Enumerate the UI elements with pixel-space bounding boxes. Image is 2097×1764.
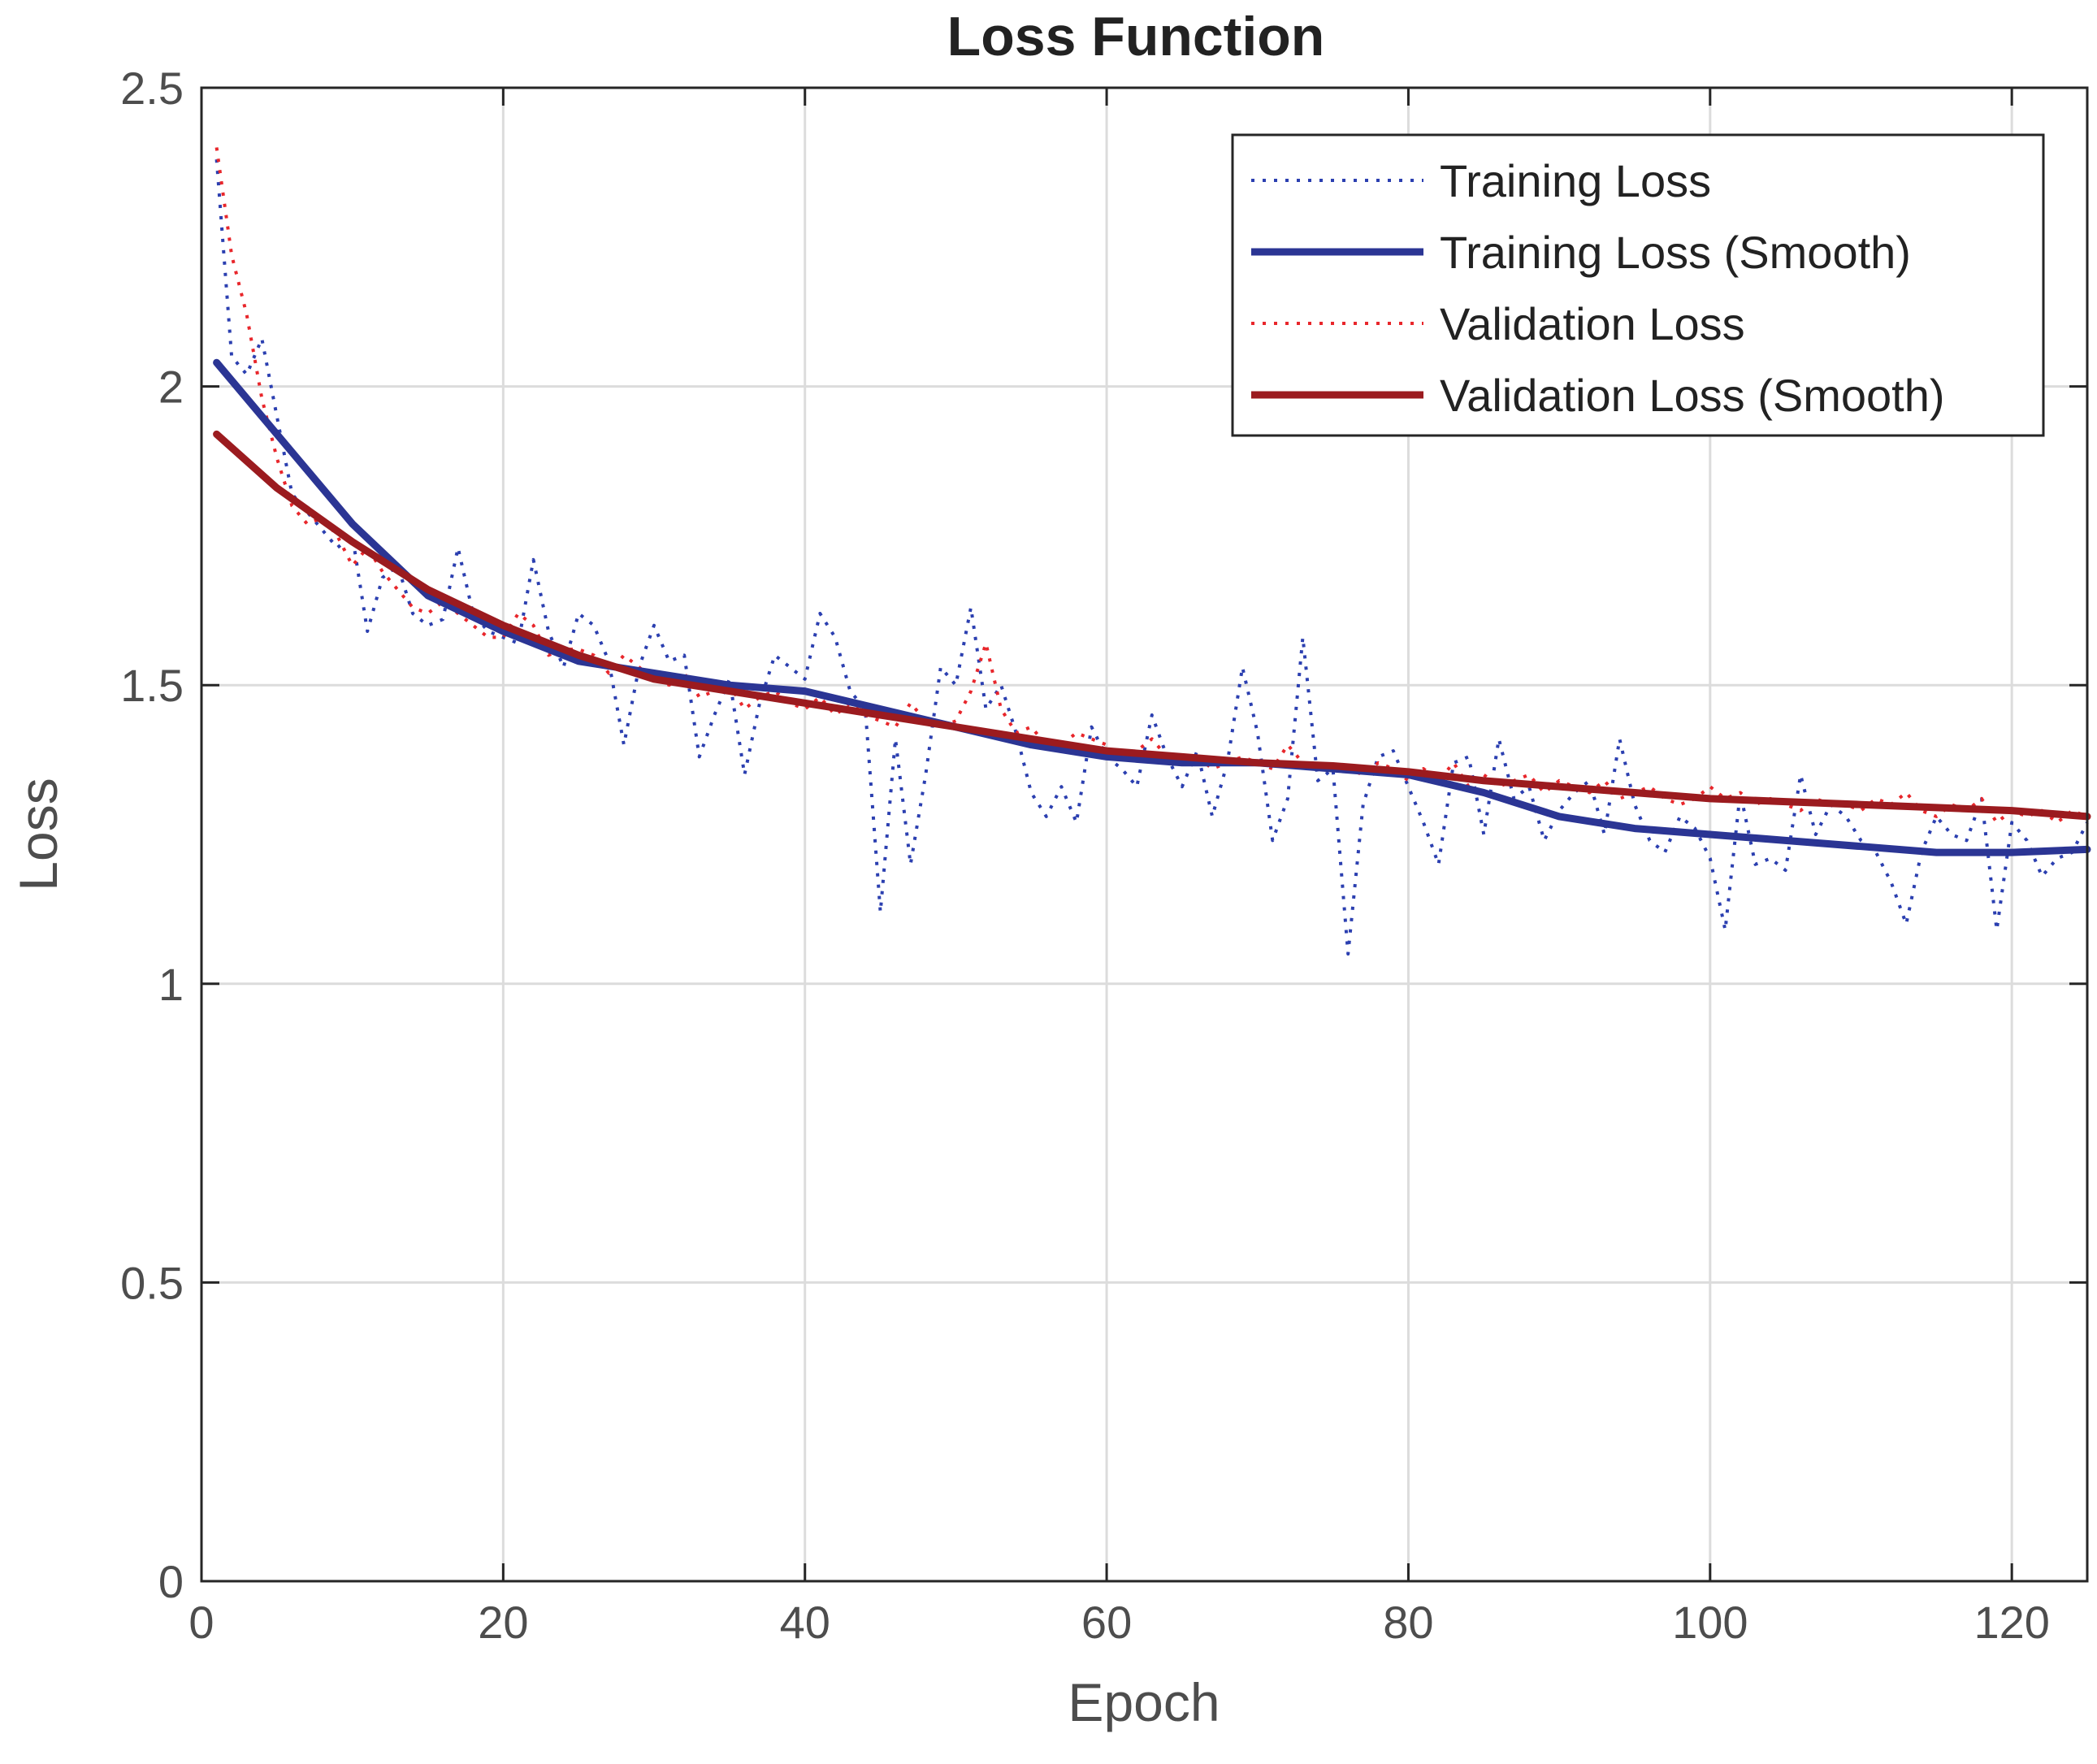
axis-labels: Epoch Loss — [8, 778, 1220, 1732]
x-tick-label: 120 — [1974, 1597, 2049, 1648]
validation-loss-smooth-line — [213, 430, 2091, 821]
x-tick-label: 100 — [1672, 1597, 1748, 1648]
validation-loss-line — [214, 147, 2088, 825]
legend: Training Loss Training Loss (Smooth) Val… — [1231, 133, 2045, 437]
y-tick-label: 2 — [158, 362, 184, 413]
training-loss-smooth-line — [213, 358, 2091, 856]
training-loss-line — [214, 159, 2089, 956]
plot-frame — [200, 86, 2089, 1583]
y-tick-label: 0 — [158, 1556, 184, 1607]
y-axis-label: Loss — [8, 778, 68, 891]
legend-label-training-loss-smooth: Training Loss (Smooth) — [1440, 227, 1911, 278]
x-tick-label: 40 — [780, 1597, 830, 1648]
x-tick-label: 20 — [478, 1597, 528, 1648]
y-tick-label: 2.5 — [120, 63, 184, 114]
x-tick-label: 60 — [1081, 1597, 1132, 1648]
y-tick-label: 0.5 — [120, 1257, 184, 1308]
legend-label-validation-loss-smooth: Validation Loss (Smooth) — [1440, 370, 1945, 421]
y-tick-label: 1.5 — [120, 660, 184, 711]
x-tick-label: 0 — [188, 1597, 214, 1648]
legend-box — [1231, 133, 2045, 437]
y-tick-label: 1 — [158, 959, 184, 1010]
tick-layer: 0 20 40 60 80 100 120 0 0.5 1 1.5 2 2.5 — [120, 63, 2087, 1648]
x-tick-label: 80 — [1383, 1597, 1433, 1648]
x-axis-label: Epoch — [1068, 1672, 1220, 1732]
legend-label-validation-loss: Validation Loss — [1440, 298, 1745, 349]
legend-label-training-loss: Training Loss — [1440, 155, 1711, 206]
series-layer — [213, 147, 2091, 956]
chart-title: Loss Function — [947, 6, 1325, 67]
